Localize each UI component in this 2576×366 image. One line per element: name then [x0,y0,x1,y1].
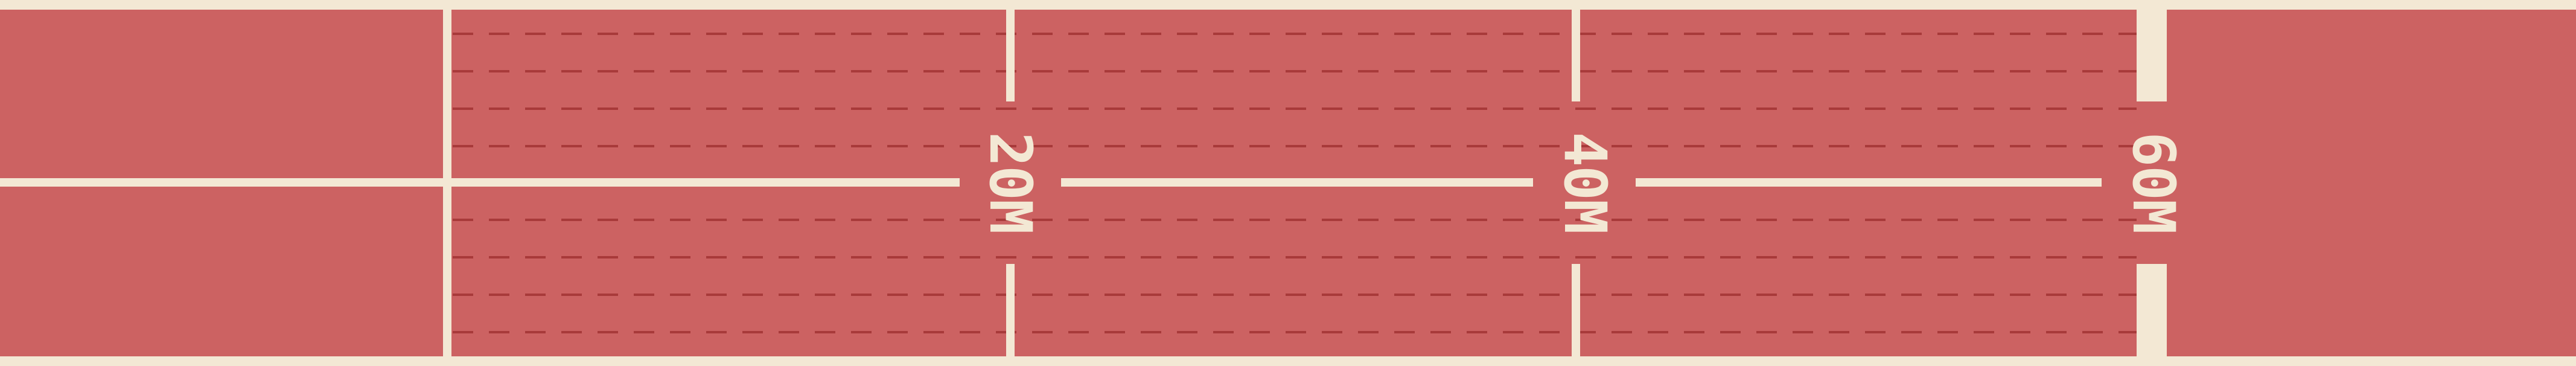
marker-40m-line-top [1572,10,1580,101]
marker-60m-line-top [2137,10,2167,101]
marker-60m-label: 60M [2120,132,2187,233]
marker-40m-label: 40M [1551,132,1619,233]
marker-60m-line-bottom [2137,264,2167,356]
lane-dash-lines [453,33,2137,333]
marker-20m-label: 20M [977,132,1044,233]
center-line-segment [451,178,960,187]
top-boundary-line [0,0,2576,10]
finish-area [2167,10,2576,356]
marker-40m-line-bottom [1572,264,1580,356]
marker-20m-line-bottom [1006,264,1015,356]
center-line-segment [1061,178,1533,187]
start-area-center-line [0,178,451,187]
marker-20m-line-top [1006,10,1015,101]
bottom-boundary-line [0,356,2576,366]
center-line-segment [1636,178,2102,187]
